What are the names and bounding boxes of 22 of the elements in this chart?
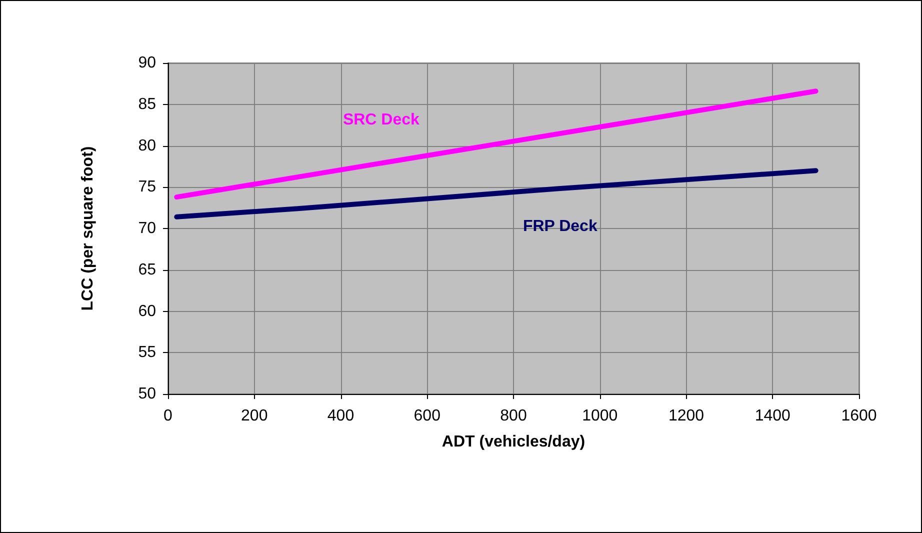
y-tick-label: 60	[138, 302, 156, 320]
y-tick-label: 55	[138, 344, 156, 362]
series-label: FRP Deck	[522, 218, 598, 236]
x-tick-label: 200	[241, 408, 268, 424]
y-axis-title: LCC (per square foot)	[80, 146, 96, 311]
x-tick-label: 400	[327, 408, 354, 424]
x-tick-label: 600	[414, 408, 441, 424]
x-tick-label: 1200	[668, 408, 704, 424]
y-tick-label: 90	[138, 54, 156, 72]
x-tick-label: 800	[500, 408, 527, 424]
x-tick-label: 0	[164, 408, 173, 424]
y-tick-label: 50	[138, 386, 156, 402]
series-label: SRC Deck	[342, 112, 420, 129]
x-tick-label: 1600	[841, 408, 877, 424]
x-axis-title: ADT (vehicles/day)	[442, 434, 586, 450]
x-tick-label: 1000	[582, 408, 618, 424]
y-tick-label: 70	[138, 220, 156, 237]
y-tick-label: 65	[138, 261, 156, 278]
y-tick-label: 85	[138, 96, 156, 113]
y-tick-label: 75	[138, 178, 156, 196]
x-tick-label: 1400	[754, 408, 791, 424]
y-tick-label: 80	[138, 137, 156, 154]
